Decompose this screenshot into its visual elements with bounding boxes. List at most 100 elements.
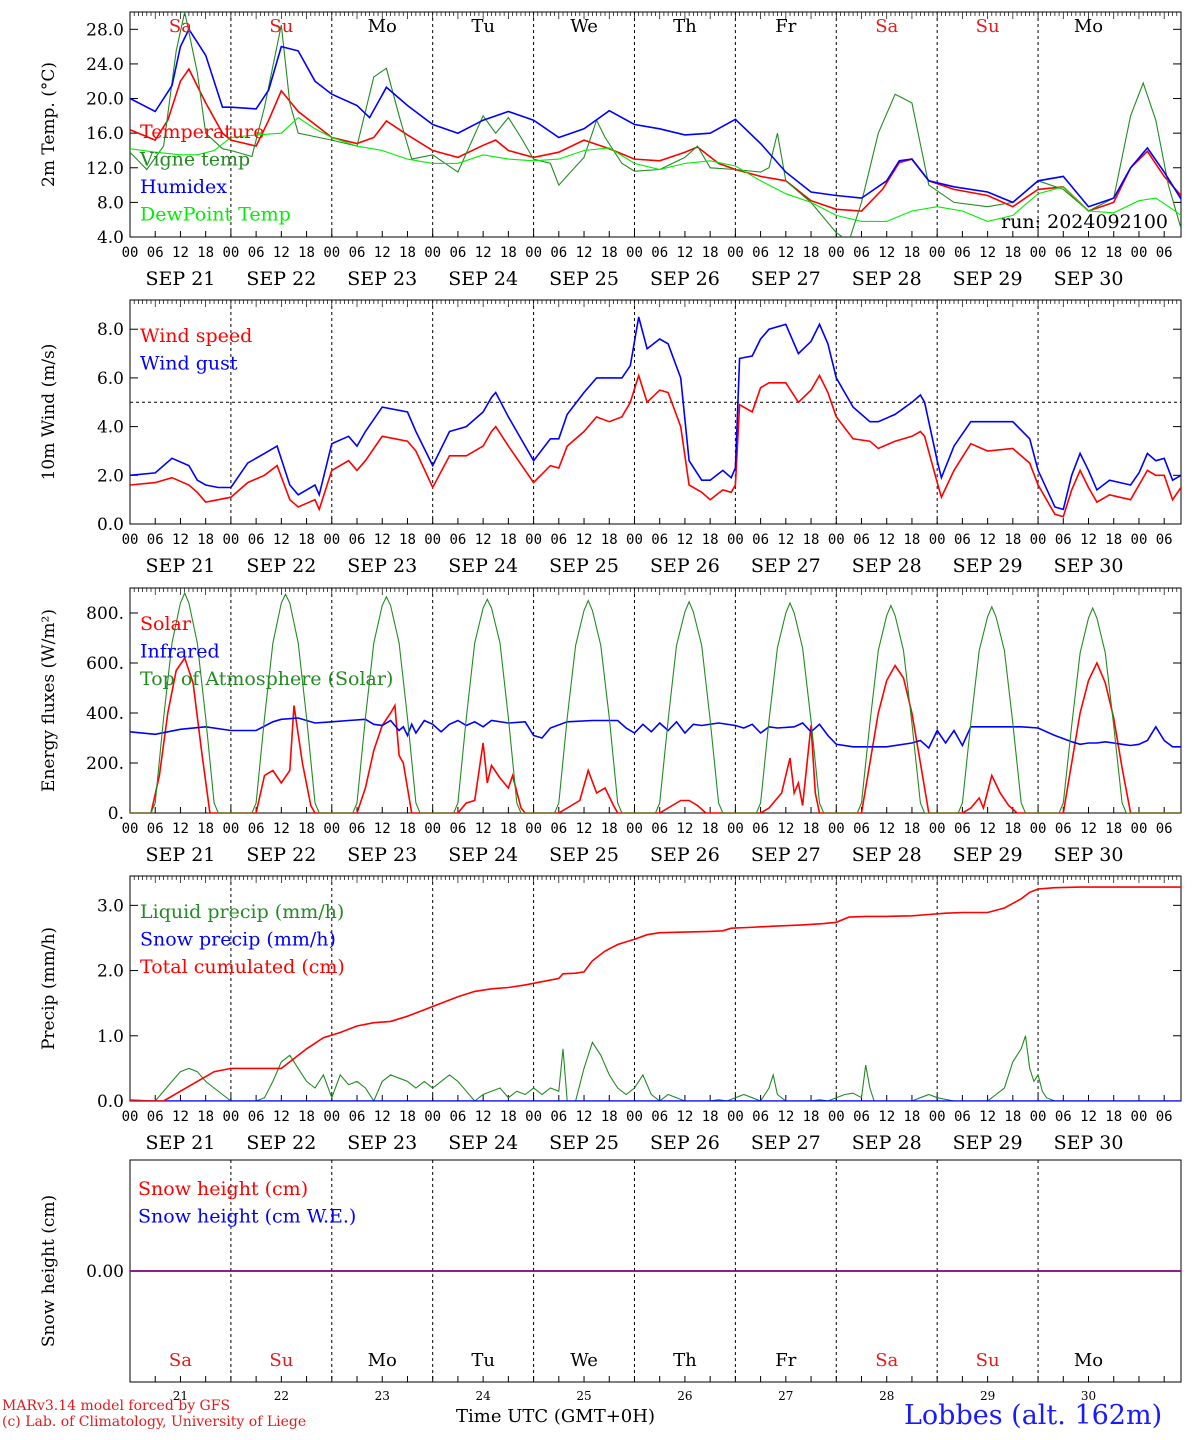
date-label: SEP 23 <box>347 844 417 866</box>
hour-label: 00 <box>222 1109 239 1125</box>
hour-label: 18 <box>702 821 719 837</box>
hour-label: 06 <box>550 245 567 261</box>
hour-label: 18 <box>500 1109 517 1125</box>
hour-label: 00 <box>828 532 845 548</box>
panel-1: 4.0 8.0 12.0 16.0 20.0 24.0 28.0 2m Temp. (°C) T… <box>39 11 1182 290</box>
hour-label: 18 <box>1105 245 1122 261</box>
hour-label: 12 <box>273 1109 290 1125</box>
hour-label: 06 <box>349 245 366 261</box>
date-label: SEP 24 <box>448 1132 518 1154</box>
y-tick-label: 8.0 <box>97 193 124 213</box>
hour-label: 18 <box>702 245 719 261</box>
y-axis-title: 10m Wind (m/s) <box>39 344 59 481</box>
legend-entry: Liquid precip (mm/h) <box>140 901 344 923</box>
hour-label: 00 <box>424 1109 441 1125</box>
hour-label: 06 <box>1055 821 1072 837</box>
date-label: SEP 25 <box>549 844 619 866</box>
hour-label: 18 <box>1004 821 1021 837</box>
day-number: 22 <box>274 1389 289 1403</box>
date-label: SEP 26 <box>650 1132 720 1154</box>
hour-label: 06 <box>954 1109 971 1125</box>
hour-label: 06 <box>349 532 366 548</box>
hour-label: 18 <box>1004 1109 1021 1125</box>
weekday-label: Sa <box>875 16 898 37</box>
hour-label: 00 <box>929 821 946 837</box>
weekday-label: Fr <box>775 1350 796 1371</box>
hour-label: 18 <box>1105 1109 1122 1125</box>
hour-label: 00 <box>929 1109 946 1125</box>
legend-entry: Total cumulated (cm) <box>140 956 345 978</box>
hour-label: 12 <box>172 821 189 837</box>
hour-label: 12 <box>878 532 895 548</box>
hour-label: 18 <box>197 532 214 548</box>
hour-label: 18 <box>197 821 214 837</box>
legend-entry: Snow precip (mm/h) <box>140 929 336 951</box>
hour-label: 00 <box>424 821 441 837</box>
weekday-label: Tu <box>471 16 495 37</box>
hour-label: 00 <box>1131 821 1148 837</box>
series-line-3 <box>130 886 1181 1101</box>
hour-label: 00 <box>727 1109 744 1125</box>
date-label: SEP 25 <box>549 555 619 577</box>
hour-label: 06 <box>752 532 769 548</box>
hour-label: 00 <box>222 245 239 261</box>
hour-label: 18 <box>399 532 416 548</box>
hour-label: 00 <box>323 532 340 548</box>
date-label: SEP 30 <box>1054 555 1124 577</box>
hour-label: 12 <box>777 1109 794 1125</box>
hour-label: 18 <box>399 245 416 261</box>
panel-frame <box>129 587 1182 814</box>
hour-label: 18 <box>399 1109 416 1125</box>
legend-entry: DewPoint Temp <box>140 204 291 226</box>
hour-label: 00 <box>525 1109 542 1125</box>
y-tick-label: 600. <box>86 654 124 674</box>
date-label: SEP 25 <box>549 268 619 290</box>
hour-label: 06 <box>550 821 567 837</box>
legend-entry: Humidex <box>140 176 227 198</box>
legend-entry: Temperature <box>140 121 264 143</box>
hour-label: 00 <box>323 245 340 261</box>
legend-entry: Top of Atmosphere (Solar) <box>140 668 393 690</box>
series-line-2 <box>130 717 1181 750</box>
y-tick-label: 4.0 <box>97 228 124 248</box>
date-label: SEP 26 <box>650 268 720 290</box>
hour-label: 00 <box>727 821 744 837</box>
hour-label: 12 <box>676 532 693 548</box>
hour-label: 18 <box>500 245 517 261</box>
date-label: SEP 24 <box>448 844 518 866</box>
hour-label: 06 <box>954 245 971 261</box>
hour-label: 00 <box>1030 1109 1047 1125</box>
y-tick-label: 20.0 <box>86 90 124 110</box>
y-tick-label: 16.0 <box>86 124 124 144</box>
hour-label: 06 <box>853 821 870 837</box>
legend-entry: Snow height (cm W.E.) <box>138 1206 356 1228</box>
hour-label: 18 <box>1004 532 1021 548</box>
series-line-2 <box>130 12 1181 237</box>
date-label: SEP 27 <box>751 555 821 577</box>
hour-label: 00 <box>929 532 946 548</box>
hour-label: 00 <box>222 532 239 548</box>
hour-label: 12 <box>979 532 996 548</box>
hour-label: 06 <box>147 1109 164 1125</box>
date-label: SEP 25 <box>549 1132 619 1154</box>
hour-label: 12 <box>1080 532 1097 548</box>
hour-label: 00 <box>626 245 643 261</box>
hour-label: 06 <box>449 245 466 261</box>
date-label: SEP 21 <box>146 844 216 866</box>
hour-label: 18 <box>500 532 517 548</box>
hour-label: 06 <box>752 245 769 261</box>
weekday-label: Sa <box>169 16 192 37</box>
hour-label: 18 <box>197 1109 214 1125</box>
y-tick-label: 2.0 <box>97 466 124 486</box>
hour-label: 12 <box>273 821 290 837</box>
y-tick-label: 0.0 <box>97 1092 124 1112</box>
hour-label: 06 <box>449 821 466 837</box>
date-label: SEP 29 <box>953 1132 1023 1154</box>
weekday-label: Su <box>976 1350 1000 1371</box>
series-line-4 <box>130 116 1181 222</box>
date-label: SEP 24 <box>448 268 518 290</box>
series-line-3 <box>130 591 1181 813</box>
hour-label: 12 <box>576 1109 593 1125</box>
date-label: SEP 22 <box>246 555 316 577</box>
